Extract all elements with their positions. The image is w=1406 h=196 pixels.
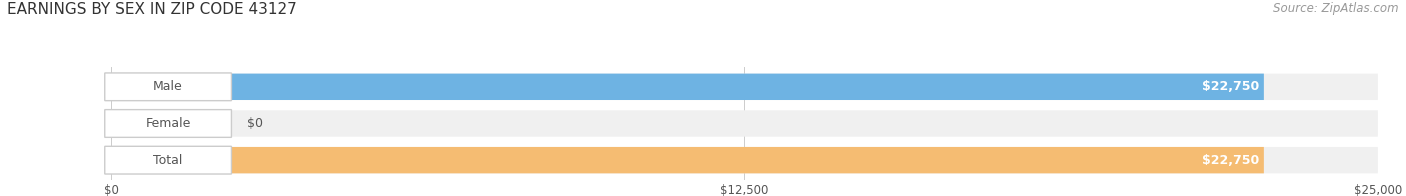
Text: $0: $0	[246, 117, 263, 130]
Text: Source: ZipAtlas.com: Source: ZipAtlas.com	[1274, 2, 1399, 15]
FancyBboxPatch shape	[111, 74, 1264, 100]
FancyBboxPatch shape	[111, 147, 1378, 173]
FancyBboxPatch shape	[105, 146, 232, 174]
Text: EARNINGS BY SEX IN ZIP CODE 43127: EARNINGS BY SEX IN ZIP CODE 43127	[7, 2, 297, 17]
FancyBboxPatch shape	[105, 110, 232, 137]
Text: Total: Total	[153, 154, 183, 167]
Text: Male: Male	[153, 80, 183, 93]
FancyBboxPatch shape	[111, 74, 1378, 100]
Text: $22,750: $22,750	[1202, 80, 1258, 93]
FancyBboxPatch shape	[111, 110, 1378, 137]
FancyBboxPatch shape	[105, 73, 232, 101]
Text: Female: Female	[145, 117, 191, 130]
Text: $22,750: $22,750	[1202, 154, 1258, 167]
FancyBboxPatch shape	[111, 147, 1264, 173]
